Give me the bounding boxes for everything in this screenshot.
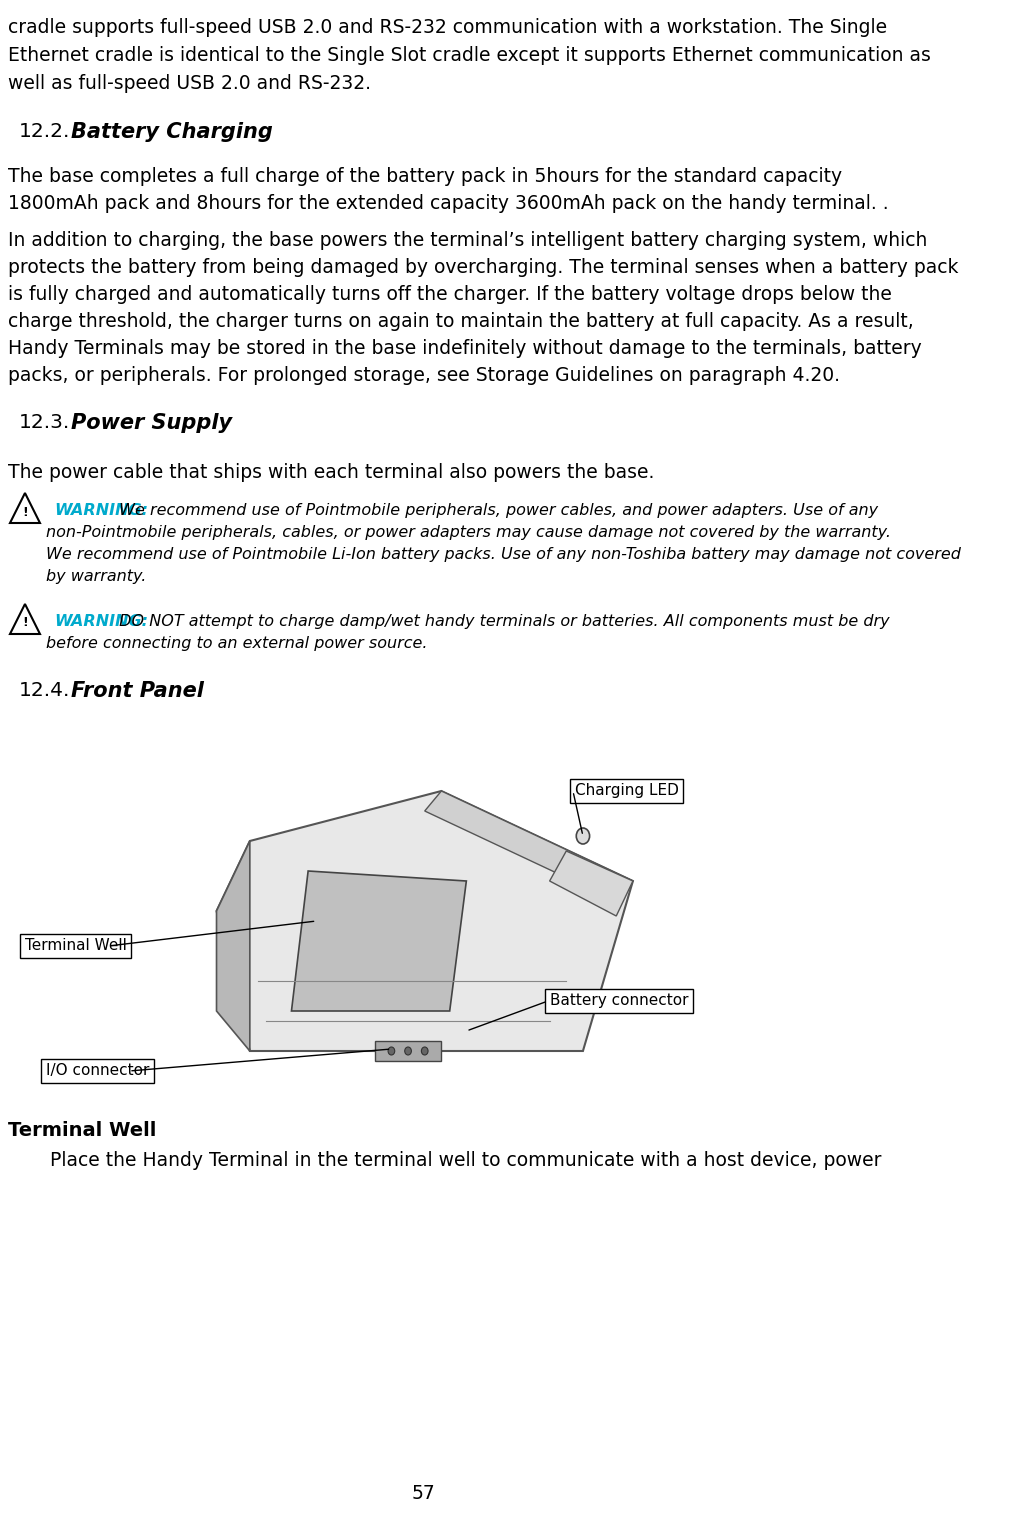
Text: protects the battery from being damaged by overcharging. The terminal senses whe: protects the battery from being damaged … xyxy=(8,259,959,277)
Polygon shape xyxy=(549,852,633,916)
FancyBboxPatch shape xyxy=(374,1040,441,1062)
Text: packs, or peripherals. For prolonged storage, see Storage Guidelines on paragrap: packs, or peripherals. For prolonged sto… xyxy=(8,367,840,385)
Text: Terminal Well: Terminal Well xyxy=(25,938,127,954)
Text: 1800mAh pack and 8hours for the extended capacity 3600mAh pack on the handy term: 1800mAh pack and 8hours for the extended… xyxy=(8,195,889,213)
Text: well as full-speed USB 2.0 and RS-232.: well as full-speed USB 2.0 and RS-232. xyxy=(8,75,371,93)
Text: Power Supply: Power Supply xyxy=(71,414,232,433)
Polygon shape xyxy=(217,791,633,1051)
Text: Battery Charging: Battery Charging xyxy=(71,122,273,141)
Text: We recommend use of Pointmobile peripherals, power cables, and power adapters. U: We recommend use of Pointmobile peripher… xyxy=(114,503,879,519)
Text: The base completes a full charge of the battery pack in 5hours for the standard : The base completes a full charge of the … xyxy=(8,167,842,186)
Text: DO NOT attempt to charge damp/wet handy terminals or batteries. All components m: DO NOT attempt to charge damp/wet handy … xyxy=(114,614,890,630)
Text: Battery connector: Battery connector xyxy=(549,993,689,1008)
Text: by warranty.: by warranty. xyxy=(46,569,146,584)
Text: 12.3.: 12.3. xyxy=(18,414,69,432)
Text: Place the Handy Terminal in the terminal well to communicate with a host device,: Place the Handy Terminal in the terminal… xyxy=(50,1151,882,1170)
Circle shape xyxy=(421,1046,428,1056)
Text: 12.2.: 12.2. xyxy=(18,122,70,141)
Polygon shape xyxy=(292,872,467,1011)
Text: Handy Terminals may be stored in the base indefinitely without damage to the ter: Handy Terminals may be stored in the bas… xyxy=(8,339,922,357)
Text: We recommend use of Pointmobile Li-Ion battery packs. Use of any non-Toshiba bat: We recommend use of Pointmobile Li-Ion b… xyxy=(46,548,961,561)
Polygon shape xyxy=(217,841,250,1051)
Text: non-Pointmobile peripherals, cables, or power adapters may cause damage not cove: non-Pointmobile peripherals, cables, or … xyxy=(46,525,891,540)
Text: The power cable that ships with each terminal also powers the base.: The power cable that ships with each ter… xyxy=(8,462,655,482)
Text: Terminal Well: Terminal Well xyxy=(8,1121,157,1141)
Text: 12.4.: 12.4. xyxy=(18,681,70,700)
Text: WARNING:: WARNING: xyxy=(54,614,148,630)
Circle shape xyxy=(388,1046,395,1056)
Text: !: ! xyxy=(22,616,27,630)
Text: is fully charged and automatically turns off the charger. If the battery voltage: is fully charged and automatically turns… xyxy=(8,284,892,304)
Circle shape xyxy=(405,1046,412,1056)
Text: 57: 57 xyxy=(411,1484,435,1503)
Text: WARNING:: WARNING: xyxy=(54,503,148,519)
Text: Front Panel: Front Panel xyxy=(71,681,203,701)
Polygon shape xyxy=(425,791,633,900)
Text: !: ! xyxy=(22,505,27,519)
Text: cradle supports full-speed USB 2.0 and RS-232 communication with a workstation. : cradle supports full-speed USB 2.0 and R… xyxy=(8,18,888,37)
Circle shape xyxy=(577,827,590,844)
Text: Ethernet cradle is identical to the Single Slot cradle except it supports Ethern: Ethernet cradle is identical to the Sing… xyxy=(8,46,932,65)
Text: Charging LED: Charging LED xyxy=(575,783,678,799)
Text: I/O connector: I/O connector xyxy=(46,1063,149,1078)
Text: In addition to charging, the base powers the terminal’s intelligent battery char: In addition to charging, the base powers… xyxy=(8,231,928,249)
Text: before connecting to an external power source.: before connecting to an external power s… xyxy=(46,636,427,651)
Text: charge threshold, the charger turns on again to maintain the battery at full cap: charge threshold, the charger turns on a… xyxy=(8,312,914,332)
